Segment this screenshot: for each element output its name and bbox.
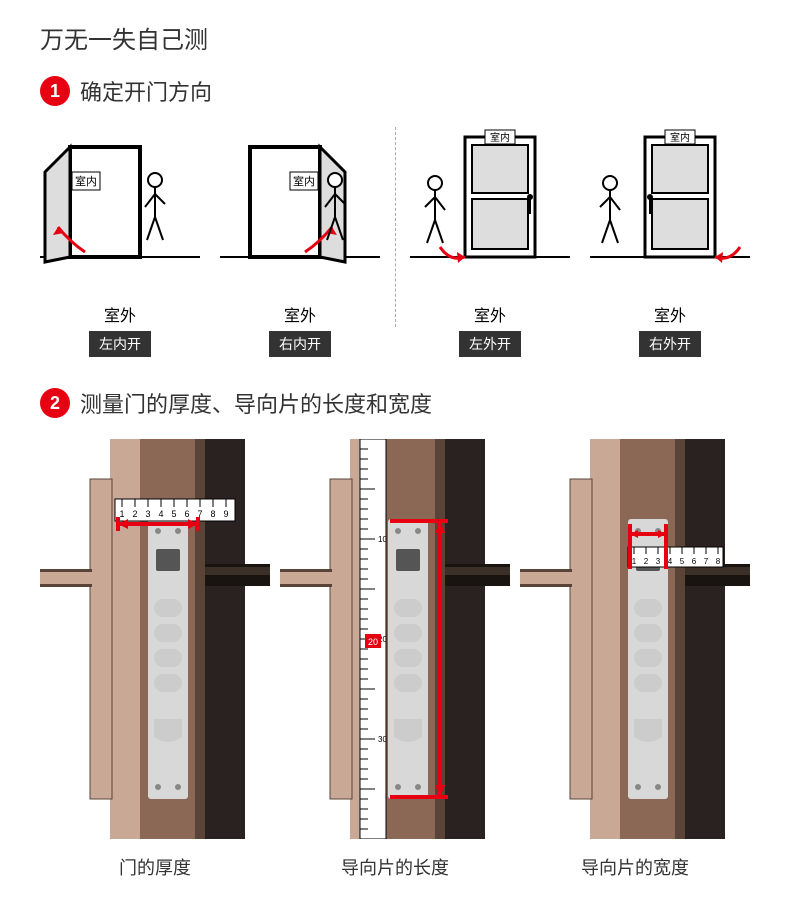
- outdoor-label: 室外: [104, 302, 136, 326]
- measure-label: 导向片的长度: [341, 854, 449, 880]
- svg-text:8: 8: [210, 509, 215, 519]
- step1-title: 确定开门方向: [80, 75, 212, 107]
- measure-item: 12345678 导向片的宽度: [520, 439, 750, 880]
- door-item: 室内 室外右内开: [220, 127, 380, 357]
- svg-text:5: 5: [680, 557, 685, 566]
- door-tag: 左内开: [89, 331, 151, 357]
- door-divider: [395, 127, 396, 327]
- step1-number: 1: [40, 76, 70, 106]
- svg-text:6: 6: [692, 557, 697, 566]
- svg-text:1: 1: [632, 557, 637, 566]
- svg-text:6: 6: [184, 509, 189, 519]
- svg-text:室内: 室内: [293, 174, 315, 188]
- svg-text:4: 4: [158, 509, 163, 519]
- step1-header: 1 确定开门方向: [40, 75, 750, 107]
- outdoor-label: 室外: [474, 302, 506, 326]
- measure-item: 123456789 门的厚度: [40, 439, 270, 880]
- svg-text:4: 4: [668, 557, 673, 566]
- doors-row: 室内 室外左内开 室内 室外右内开 undefined室内 室外左外开 unde…: [40, 127, 750, 357]
- step2-header: 2 测量门的厚度、导向片的长度和宽度: [40, 387, 750, 419]
- svg-text:5: 5: [171, 509, 176, 519]
- svg-text:10: 10: [378, 535, 387, 544]
- svg-text:2: 2: [644, 557, 649, 566]
- svg-text:20: 20: [368, 637, 378, 647]
- svg-text:2: 2: [132, 509, 137, 519]
- svg-text:8: 8: [716, 557, 721, 566]
- door-tag: 右外开: [639, 331, 701, 357]
- outdoor-label: 室外: [284, 302, 316, 326]
- svg-text:30: 30: [378, 735, 387, 744]
- measure-label: 导向片的宽度: [581, 854, 689, 880]
- door-item: 室内 室外左内开: [40, 127, 200, 357]
- measure-row: 123456789 门的厚度 10203020 导向片的长度: [40, 439, 750, 880]
- svg-text:3: 3: [145, 509, 150, 519]
- svg-text:室内: 室内: [670, 131, 690, 144]
- svg-text:1: 1: [119, 509, 124, 519]
- door-tag: 右内开: [269, 331, 331, 357]
- step2-number: 2: [40, 388, 70, 418]
- measure-item: 10203020 导向片的长度: [280, 439, 510, 880]
- svg-text:9: 9: [223, 509, 228, 519]
- door-tag: 左外开: [459, 331, 521, 357]
- measure-label: 门的厚度: [119, 854, 191, 880]
- step2-title: 测量门的厚度、导向片的长度和宽度: [80, 387, 432, 419]
- svg-text:室内: 室内: [75, 174, 97, 188]
- main-title: 万无一失自己测: [40, 20, 750, 55]
- svg-text:7: 7: [704, 557, 709, 566]
- svg-text:3: 3: [656, 557, 661, 566]
- door-item: undefined室内 室外右外开: [590, 127, 750, 357]
- svg-text:室内: 室内: [490, 131, 510, 144]
- door-item: undefined室内 室外左外开: [410, 127, 570, 357]
- outdoor-label: 室外: [654, 302, 686, 326]
